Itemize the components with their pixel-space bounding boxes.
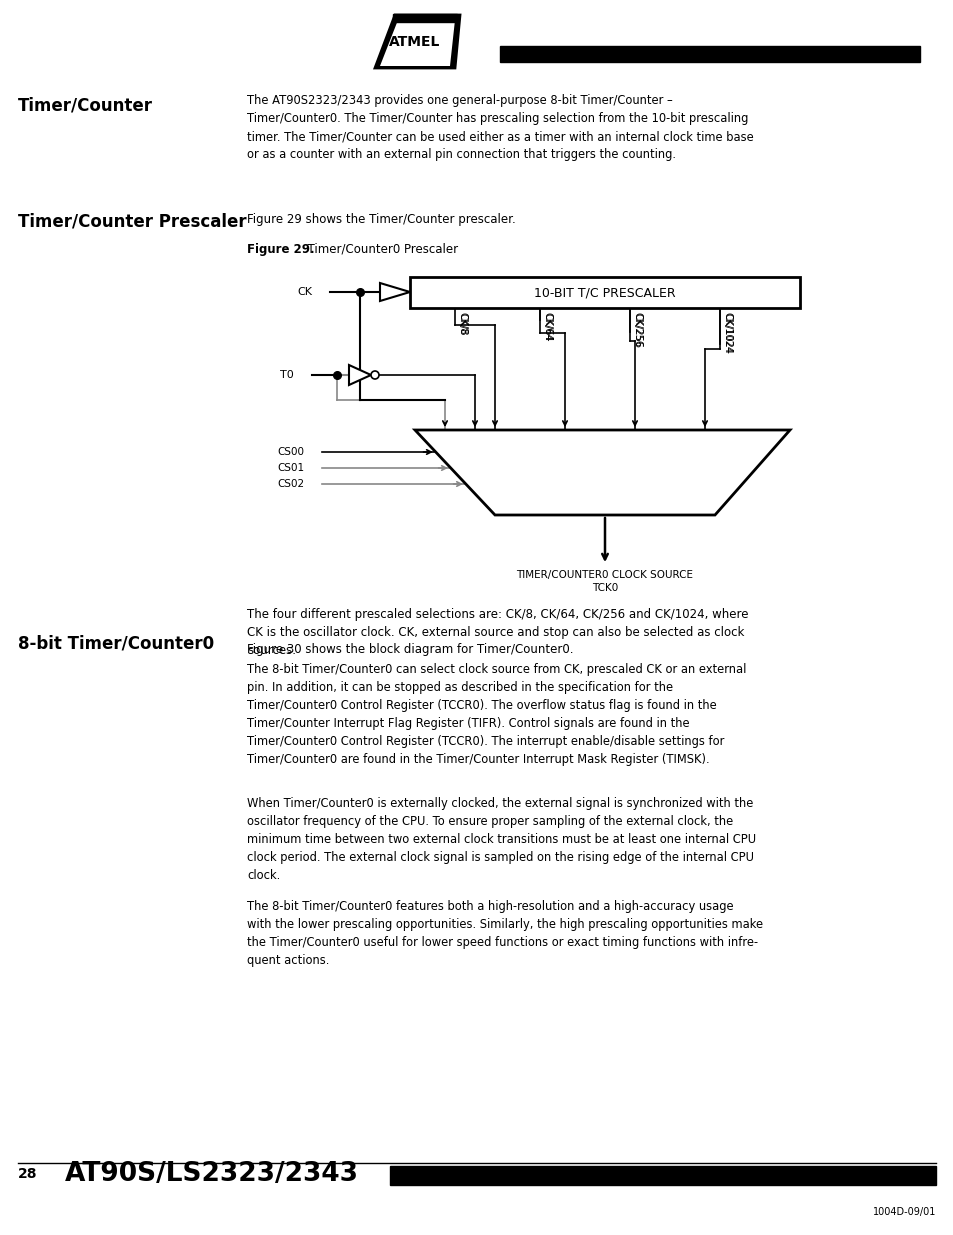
Text: Timer/Counter: Timer/Counter [18,98,152,115]
Text: 0: 0 [441,432,448,442]
Text: The AT90S2323/2343 provides one general-purpose 8-bit Timer/Counter –
Timer/Coun: The AT90S2323/2343 provides one general-… [247,94,753,161]
Text: 28: 28 [18,1167,37,1181]
Text: CK/256: CK/256 [633,312,642,347]
Text: Timer/Counter Prescaler: Timer/Counter Prescaler [18,212,247,231]
Text: CK/8: CK/8 [457,312,468,336]
Text: CK/1024: CK/1024 [722,312,732,353]
Text: CK/64: CK/64 [542,312,553,341]
Polygon shape [379,20,455,65]
Bar [390,1166,935,1186]
Text: CK: CK [296,287,312,296]
Text: T0: T0 [280,370,294,380]
Text: AT90S/LS2323/2343: AT90S/LS2323/2343 [65,1161,358,1187]
Circle shape [371,370,378,379]
Text: Figure 29 shows the Timer/Counter prescaler.: Figure 29 shows the Timer/Counter presca… [247,212,516,226]
Text: CS02: CS02 [276,479,304,489]
Text: Figure 30 shows the block diagram for Timer/Counter0.: Figure 30 shows the block diagram for Ti… [247,643,573,656]
Text: CK/8: CK/8 [457,312,468,335]
Bar [410,277,800,308]
Polygon shape [349,366,371,385]
Text: CK/1024: CK/1024 [722,312,732,354]
Text: CK/256: CK/256 [633,312,642,348]
Text: 1004D-09/01: 1004D-09/01 [872,1207,935,1216]
Text: Timer/Counter0 Prescaler: Timer/Counter0 Prescaler [299,243,457,256]
Text: The 8-bit Timer/Counter0 can select clock source from CK, prescaled CK or an ext: The 8-bit Timer/Counter0 can select cloc… [247,663,745,766]
Text: 8-bit Timer/Counter0: 8-bit Timer/Counter0 [18,634,213,652]
Text: 10-BIT T/C PRESCALER: 10-BIT T/C PRESCALER [534,287,675,299]
Polygon shape [379,283,410,301]
Text: The four different prescaled selections are: CK/8, CK/64, CK/256 and CK/1024, wh: The four different prescaled selections … [247,608,748,657]
Text: TIMER/COUNTER0 CLOCK SOURCE: TIMER/COUNTER0 CLOCK SOURCE [516,571,693,580]
Text: When Timer/Counter0 is externally clocked, the external signal is synchronized w: When Timer/Counter0 is externally clocke… [247,797,756,882]
Text: TCK0: TCK0 [591,583,618,593]
Polygon shape [415,430,789,515]
Polygon shape [375,15,459,68]
Text: CS00: CS00 [276,447,304,457]
Text: CK/64: CK/64 [542,312,553,342]
Text: The 8-bit Timer/Counter0 features both a high-resolution and a high-accuracy usa: The 8-bit Timer/Counter0 features both a… [247,900,762,967]
Bar [499,46,919,62]
Text: ATMEL: ATMEL [389,35,440,49]
Text: CS01: CS01 [276,463,304,473]
Text: Figure 29.: Figure 29. [247,243,314,256]
Bar [393,14,456,22]
